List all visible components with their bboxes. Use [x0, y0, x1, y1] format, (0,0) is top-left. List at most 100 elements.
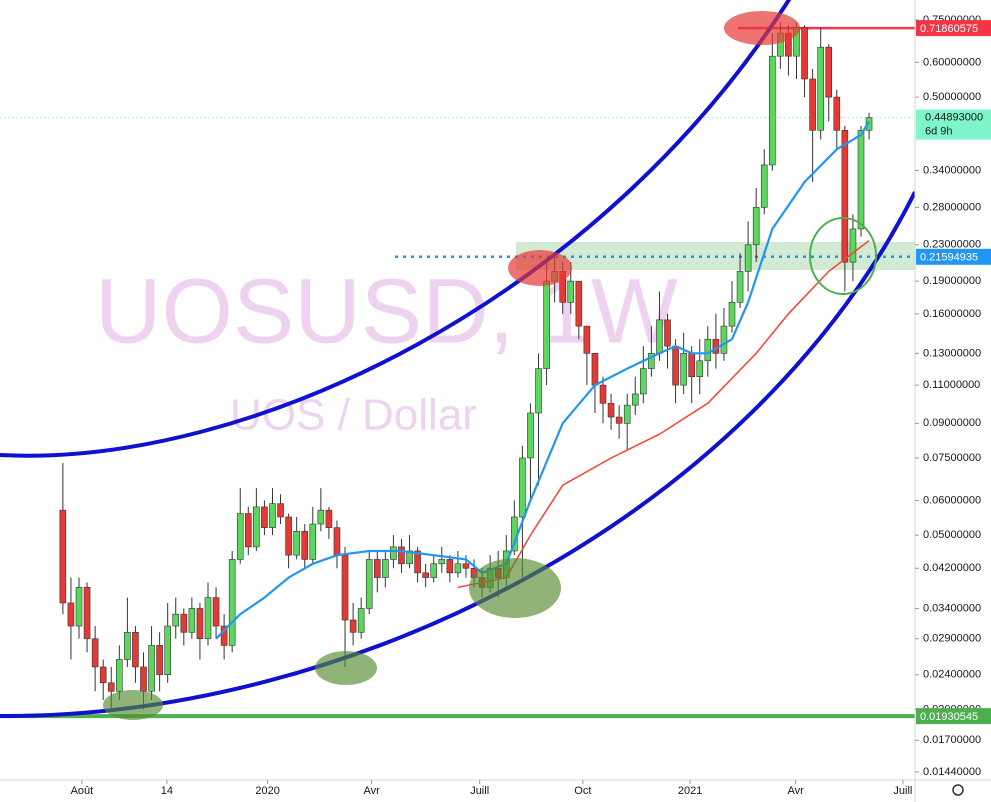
candle-body — [736, 271, 744, 303]
candle-body — [728, 302, 736, 327]
y-tick-label: 0.05000000 — [923, 529, 981, 541]
candle-body — [462, 563, 470, 569]
watermark: UOSUSD, 1W — [95, 260, 678, 362]
candle-body — [156, 645, 163, 676]
candle-body — [591, 353, 599, 386]
last-price-bg — [916, 109, 991, 140]
price-label-bg — [916, 248, 991, 265]
candle-body — [599, 384, 607, 404]
candle-body — [640, 368, 647, 395]
candle-body — [809, 78, 816, 131]
x-tick-label: Oct — [574, 785, 591, 797]
candle-body — [527, 412, 534, 459]
candle-body — [454, 563, 462, 574]
highlight — [469, 558, 561, 618]
candle-body — [349, 619, 357, 633]
y-tick-label: 0.60000000 — [923, 56, 981, 68]
x-tick-label: Avr — [788, 785, 805, 797]
y-tick-label: 0.02400000 — [923, 669, 981, 681]
candle-body — [623, 404, 631, 424]
last-price-label: 0.44893000 — [925, 111, 983, 123]
y-tick-label: 0.01700000 — [923, 734, 981, 746]
y-tick-label: 0.19000000 — [923, 275, 981, 287]
y-tick-label: 0.28000000 — [923, 201, 981, 213]
candle-body — [607, 402, 615, 418]
candle-body — [575, 280, 583, 327]
candle-body — [817, 46, 824, 131]
annotations — [0, 0, 917, 720]
candle-body — [293, 531, 300, 556]
candle-body — [333, 527, 341, 556]
moving-average — [215, 120, 870, 640]
candle-body — [261, 506, 268, 528]
highlight — [508, 250, 572, 286]
candle-body — [430, 563, 438, 578]
y-tick-label: 0.07500000 — [923, 452, 981, 464]
candle-body — [543, 280, 550, 369]
y-tick-label: 0.13000000 — [923, 347, 981, 359]
candle-body — [390, 546, 397, 560]
candle-body — [269, 503, 276, 528]
candle-body — [801, 27, 808, 80]
candle-body — [148, 645, 155, 692]
price-label: 0.71860575 — [920, 23, 978, 35]
candle-body — [244, 513, 252, 548]
y-tick-label: 0.11000000 — [923, 379, 980, 391]
y-tick-label: 0.09000000 — [923, 417, 981, 429]
candle-body — [212, 597, 220, 627]
candle-body — [228, 559, 236, 646]
candle-body — [414, 550, 421, 574]
candle-body — [116, 659, 123, 692]
y-tick-label: 0.23000000 — [923, 239, 981, 251]
candle-body — [680, 353, 687, 386]
candle-body — [382, 559, 389, 578]
price-label: 0.21594935 — [920, 252, 978, 264]
x-tick-label: Avr — [363, 785, 380, 797]
candle-body — [825, 46, 833, 98]
candle-body — [309, 523, 317, 560]
candle-body — [583, 325, 591, 354]
candle-body — [277, 503, 284, 518]
candle-body — [857, 129, 865, 230]
candle-body — [752, 207, 760, 246]
watermark-subtitle: UOS / Dollar — [230, 391, 477, 440]
highlight — [809, 217, 877, 295]
candle-body — [180, 613, 188, 633]
candle-body — [83, 587, 91, 640]
candle-body — [341, 554, 349, 621]
arc — [0, 0, 792, 458]
candle-body — [253, 506, 260, 548]
x-tick-label: 14 — [161, 785, 173, 797]
candle-body — [631, 393, 639, 406]
candle-body — [317, 509, 325, 525]
moving-average — [457, 240, 870, 589]
x-tick-label: Juill — [470, 785, 489, 797]
time-axis — [0, 780, 991, 802]
candle-body — [865, 117, 873, 131]
candle-body — [664, 319, 671, 347]
candle-body — [373, 559, 381, 578]
candle-body — [704, 338, 712, 362]
settings-icon[interactable] — [952, 784, 964, 796]
candle-body — [833, 96, 841, 131]
candle-body — [204, 597, 212, 640]
candle-body — [188, 608, 196, 633]
candle-body — [59, 509, 67, 604]
highlight — [103, 690, 163, 720]
highlight — [315, 651, 377, 685]
candle-body — [438, 559, 446, 565]
candle-body — [849, 228, 857, 263]
price-label-bg — [916, 20, 991, 37]
candle-body — [744, 244, 752, 272]
candle-body — [567, 280, 575, 303]
y-tick-label: 0.34000000 — [923, 164, 981, 176]
candle-body — [535, 368, 542, 414]
candle-body — [446, 559, 454, 574]
candle-body — [236, 513, 244, 560]
candle-body — [357, 608, 365, 633]
candle-body — [164, 625, 171, 676]
candle-body — [398, 546, 405, 565]
candle-body — [760, 164, 768, 208]
candle-body — [196, 608, 204, 640]
